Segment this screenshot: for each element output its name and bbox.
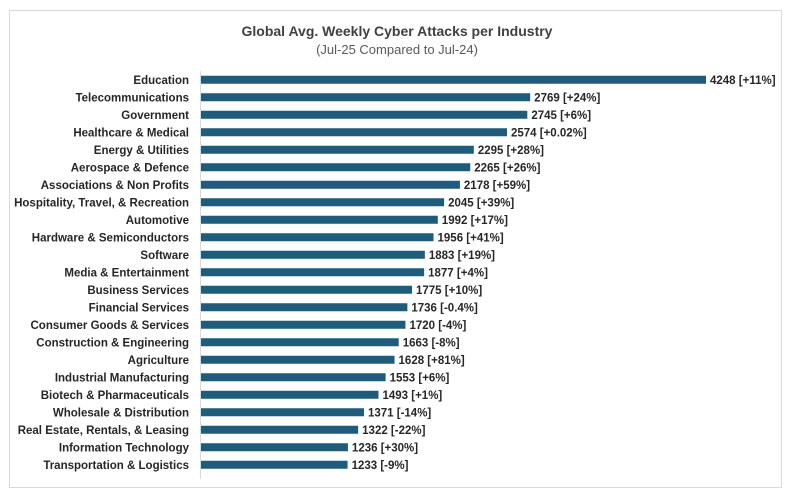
category-label: Media & Entertainment: [64, 267, 189, 279]
value-label: 2045 [+39%]: [448, 197, 514, 209]
bar: [201, 180, 460, 189]
value-label: 2745 [+6%]: [531, 110, 591, 122]
bars-layer: Education 4248 [+11%] Telecommunications 27…: [14, 75, 776, 472]
value-label: 1956 [+41%]: [438, 232, 504, 244]
bar: [201, 110, 528, 119]
category-label: Real Estate, Rentals, & Leasing: [18, 425, 189, 437]
bar: [201, 460, 348, 469]
category-label: Transportation & Logistics: [43, 460, 189, 472]
value-label: 1736 [-0.4%]: [411, 302, 478, 314]
category-label: Hospitality, Travel, & Recreation: [14, 197, 189, 209]
category-label: Construction & Engineering: [36, 337, 189, 349]
value-label: 4248 [+11%]: [710, 75, 776, 87]
chart-svg: Global Avg. Weekly Cyber Attacks per Ind…: [14, 23, 776, 479]
category-label: Wholesale & Distribution: [53, 407, 189, 419]
value-label: 1877 [+4%]: [428, 267, 488, 279]
bar: [201, 93, 531, 102]
value-label: 1992 [+17%]: [442, 215, 508, 227]
bar: [201, 250, 425, 259]
value-label: 2574 [+0.02%]: [511, 127, 587, 139]
bar: [201, 163, 471, 172]
value-label: 2178 [+59%]: [464, 180, 530, 192]
category-label: Biotech & Pharmaceuticals: [41, 390, 189, 402]
value-label: 1553 [+6%]: [390, 372, 450, 384]
bar: [201, 390, 379, 399]
bar: [201, 443, 348, 452]
category-label: Industrial Manufacturing: [55, 372, 189, 384]
value-label: 1371 [-14%]: [368, 407, 431, 419]
category-label: Information Technology: [59, 442, 190, 454]
bar: [201, 425, 359, 434]
bar: [201, 338, 399, 347]
value-label: 2265 [+26%]: [474, 162, 540, 174]
bar: [201, 215, 438, 224]
category-label: Aerospace & Defence: [71, 162, 189, 174]
value-label: 1322 [-22%]: [362, 425, 425, 437]
category-label: Hardware & Semiconductors: [32, 232, 189, 244]
category-label: Business Services: [87, 285, 189, 297]
value-label: 1493 [+1%]: [382, 390, 442, 402]
bar: [201, 268, 425, 277]
bar: [201, 233, 434, 242]
value-label: 2769 [+24%]: [534, 92, 600, 104]
value-label: 1720 [-4%]: [409, 320, 466, 332]
value-label: 1883 [+19%]: [429, 250, 495, 262]
bar: [201, 373, 386, 382]
chart-frame: Global Avg. Weekly Cyber Attacks per Ind…: [9, 10, 782, 488]
chart-title: Global Avg. Weekly Cyber Attacks per Ind…: [242, 23, 553, 39]
value-label: 1236 [+30%]: [352, 442, 418, 454]
bar: [201, 285, 413, 294]
category-label: Financial Services: [89, 302, 189, 314]
value-label: 1775 [+10%]: [416, 285, 482, 297]
value-label: 2295 [+28%]: [478, 145, 544, 157]
bar: [201, 145, 474, 154]
category-label: Associations & Non Profits: [41, 180, 189, 192]
bar: [201, 320, 406, 329]
chart-subtitle: (Jul-25 Compared to Jul-24): [316, 42, 478, 57]
value-label: 1628 [+81%]: [399, 355, 465, 367]
category-label: Automotive: [126, 215, 189, 227]
bar: [201, 198, 445, 207]
bar: [201, 128, 507, 137]
bar: [201, 303, 408, 312]
category-label: Telecommunications: [75, 92, 189, 104]
value-label: 1663 [-8%]: [403, 337, 460, 349]
category-label: Consumer Goods & Services: [31, 320, 190, 332]
category-label: Agriculture: [128, 355, 189, 367]
value-label: 1233 [-9%]: [352, 460, 409, 472]
category-label: Government: [121, 110, 189, 122]
bar: [201, 408, 364, 417]
category-label: Healthcare & Medical: [73, 127, 189, 139]
bar: [201, 355, 395, 364]
category-label: Software: [140, 250, 189, 262]
category-label: Education: [133, 75, 189, 87]
category-label: Energy & Utilities: [94, 145, 189, 157]
bar: [201, 75, 706, 84]
